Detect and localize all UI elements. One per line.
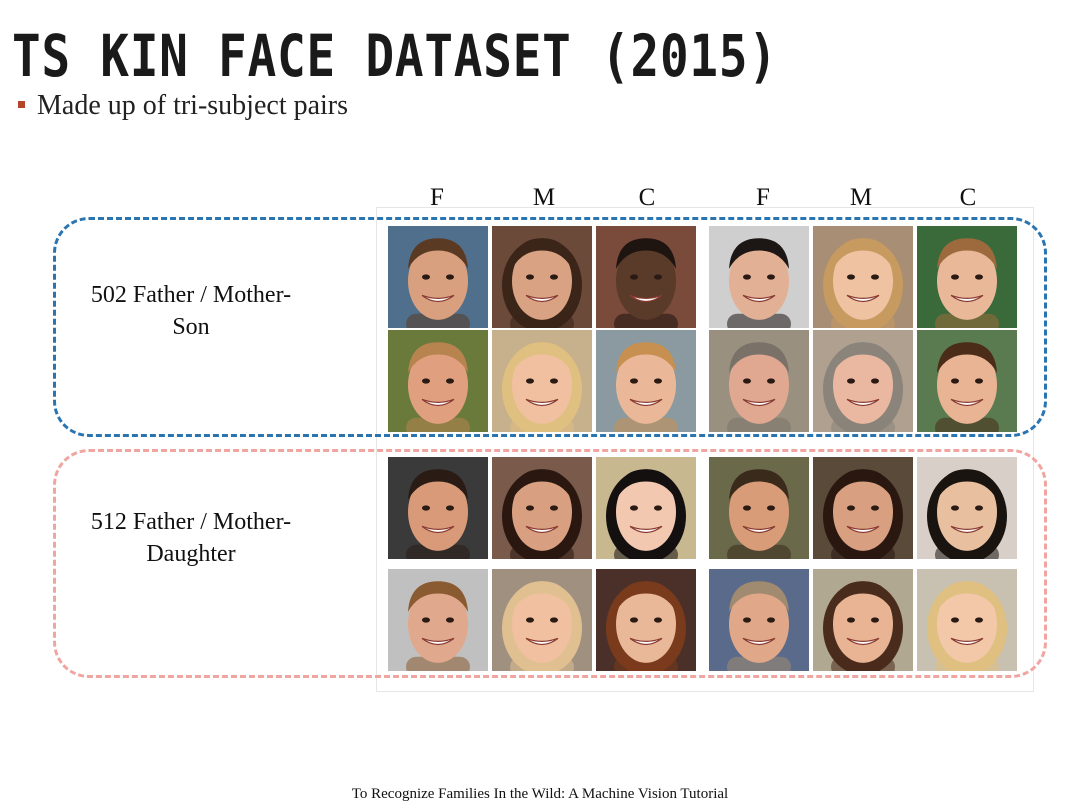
face-photo-mother	[492, 569, 592, 671]
face-photo-son	[596, 226, 696, 328]
face-photo-son	[917, 330, 1017, 432]
daughter-group-label-line2: Daughter	[146, 541, 236, 567]
daughter-group-label: 512 Father / Mother- Daughter	[60, 506, 322, 570]
face-photo-mother	[492, 330, 592, 432]
face-photo-mother	[813, 457, 913, 559]
face-photo-father	[709, 457, 809, 559]
slide-title: TS KIN FACE DATASET (2015)	[12, 22, 778, 90]
bullet-square-icon	[18, 101, 25, 109]
column-header-mother-2: M	[849, 184, 873, 211]
face-photo-son	[917, 226, 1017, 328]
column-header-father-2: F	[756, 184, 770, 211]
face-photo-mother	[492, 226, 592, 328]
face-photo-mother	[813, 330, 913, 432]
face-photo-father	[709, 226, 809, 328]
slide-footer: To Recognize Families In the Wild: A Mac…	[351, 786, 729, 802]
face-photo-mother	[813, 226, 913, 328]
column-header-father-1: F	[430, 184, 444, 211]
column-header-mother-1: M	[532, 184, 556, 211]
face-photo-daughter	[596, 457, 696, 559]
son-group-label: 502 Father / Mother- Son	[60, 279, 322, 343]
face-photo-father	[388, 457, 488, 559]
bullet-text: Made up of tri-subject pairs	[37, 90, 349, 121]
bullet-item: Made up of tri-subject pairs	[18, 90, 348, 122]
face-photo-daughter	[917, 569, 1017, 671]
face-photo-father	[388, 569, 488, 671]
face-photo-father	[709, 330, 809, 432]
face-photo-father	[709, 569, 809, 671]
daughter-group-label-line1: 512 Father / Mother-	[90, 509, 292, 535]
son-group-label-line1: 502 Father / Mother-	[90, 282, 292, 308]
column-header-child-1: C	[638, 184, 656, 211]
son-group-label-line2: Son	[172, 314, 210, 340]
daughter-group-box	[53, 449, 1047, 678]
face-photo-mother	[492, 457, 592, 559]
face-photo-daughter	[917, 457, 1017, 559]
face-photo-daughter	[596, 569, 696, 671]
son-group-box	[53, 217, 1047, 437]
column-header-child-2: C	[959, 184, 977, 211]
face-photo-father	[388, 330, 488, 432]
face-photo-father	[388, 226, 488, 328]
face-photo-mother	[813, 569, 913, 671]
face-photo-son	[596, 330, 696, 432]
